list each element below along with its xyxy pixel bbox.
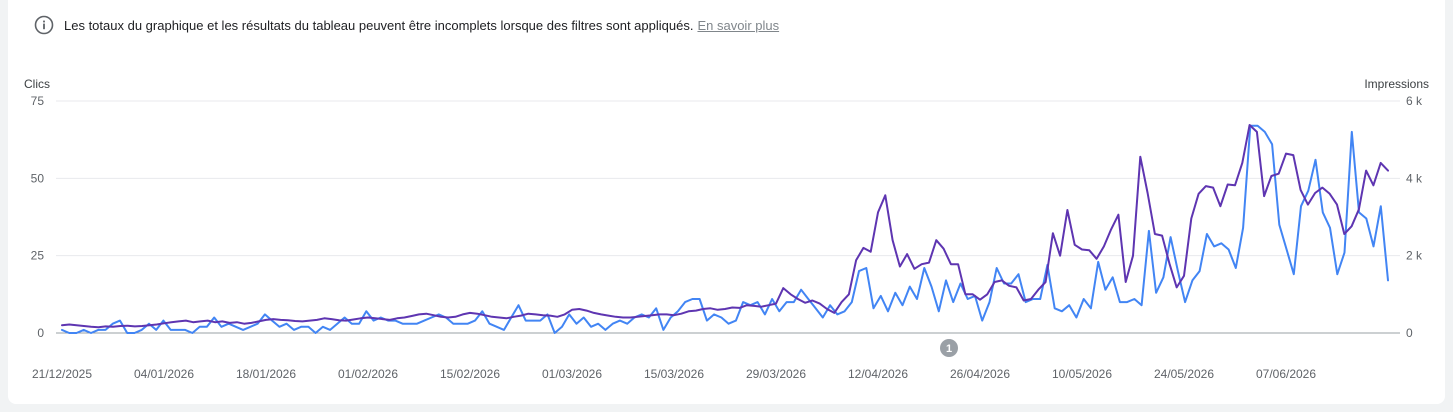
filter-notice: Les totaux du graphique et les résultats… [34, 12, 779, 38]
x-axis-tick-label: 12/04/2026 [848, 367, 908, 381]
x-axis-tick-label: 18/01/2026 [236, 367, 296, 381]
right-axis-tick-label: 0 [1406, 326, 1413, 340]
right-axis-title: Impressions [1364, 77, 1429, 91]
left-axis-tick-label: 75 [31, 94, 45, 108]
chart-gridlines [56, 100, 1400, 334]
impressions-series-line [61, 124, 1389, 329]
x-axis-ticks: 21/12/2025 04/01/2026 18/01/2026 01/02/2026… [32, 367, 1316, 381]
chart-series [61, 124, 1389, 334]
x-axis-tick-label: 21/12/2025 [32, 367, 92, 381]
right-axis-tick-label: 2 k [1406, 249, 1423, 263]
annotation-marker[interactable]: 1 [940, 339, 958, 357]
x-axis-tick-label: 04/01/2026 [134, 367, 194, 381]
x-axis-tick-label: 29/03/2026 [746, 367, 806, 381]
right-axis-tick-label: 6 k [1406, 94, 1423, 108]
info-icon [34, 15, 54, 35]
left-axis-title: Clics [24, 77, 50, 91]
performance-chart-card [8, 0, 1445, 404]
filter-notice-text: Les totaux du graphique et les résultats… [64, 17, 694, 33]
x-axis-tick-label: 24/05/2026 [1154, 367, 1214, 381]
left-axis-tick-label: 0 [37, 326, 44, 340]
left-axis-tick-label: 50 [31, 171, 45, 185]
x-axis-tick-label: 26/04/2026 [950, 367, 1010, 381]
learn-more-link[interactable]: En savoir plus [697, 17, 780, 33]
x-axis-tick-label: 15/03/2026 [644, 367, 704, 381]
x-axis-tick-label: 10/05/2026 [1052, 367, 1112, 381]
right-axis-tick-label: 4 k [1406, 171, 1423, 185]
annotation-marker-label: 1 [946, 343, 952, 355]
x-axis-tick-label: 01/02/2026 [338, 367, 398, 381]
x-axis-tick-label: 01/03/2026 [542, 367, 602, 381]
x-axis-tick-label: 15/02/2026 [440, 367, 500, 381]
right-axis-ticks: 0 2 k 4 k 6 k [1406, 94, 1423, 340]
left-axis-ticks: 0 25 50 75 [31, 94, 45, 340]
left-axis-tick-label: 25 [31, 249, 45, 263]
x-axis-tick-label: 07/06/2026 [1256, 367, 1316, 381]
